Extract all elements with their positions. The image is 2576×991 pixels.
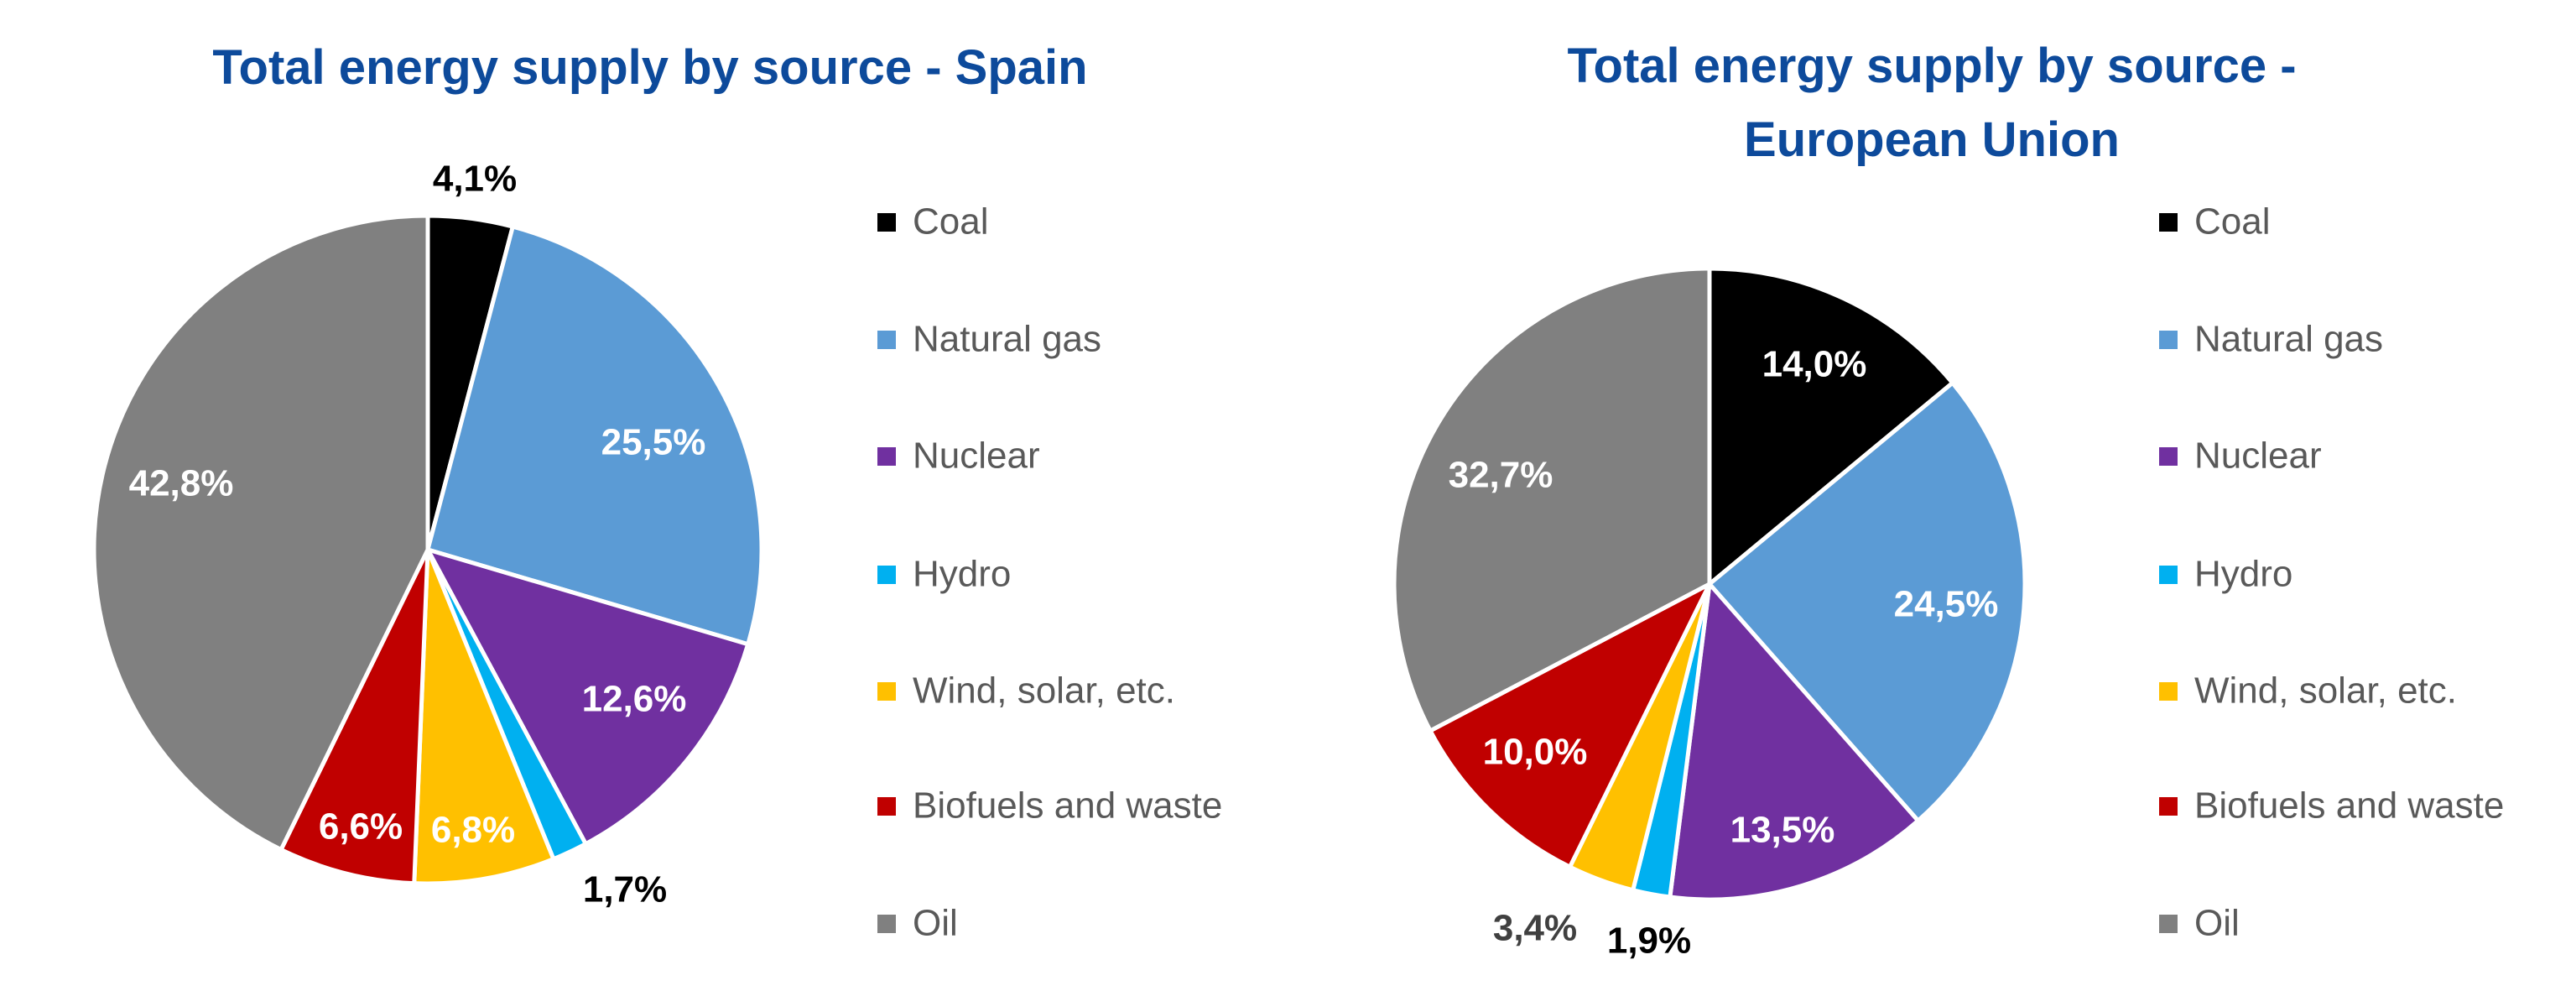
legend-item-spain: Oil: [913, 903, 958, 944]
legend-swatch: [877, 213, 896, 232]
data-label-spain: 4,1%: [433, 159, 517, 200]
pie-slice-spain-wind-solar-etc: [412, 549, 557, 886]
pie-slice-spain-biofuels-and-waste: [278, 548, 430, 886]
pie-slice-eu-nuclear: [1668, 579, 1922, 902]
legend-item-spain: Nuclear: [913, 436, 1040, 477]
legend-swatch: [877, 331, 896, 349]
data-label-eu: 3,4%: [1493, 908, 1577, 949]
data-label-eu: 1,9%: [1607, 921, 1691, 962]
legend-swatch: [877, 447, 896, 466]
data-label-eu: 13,5%: [1730, 810, 1835, 851]
data-label-eu: 32,7%: [1449, 455, 1553, 496]
pie-slice-spain-nuclear: [423, 545, 751, 848]
pie-slice-spain-natural-gas: [424, 224, 764, 647]
chart-title-eu-line1: Total energy supply by source -: [1567, 39, 2296, 93]
data-label-eu: 14,0%: [1762, 344, 1867, 385]
data-label-spain: 25,5%: [601, 422, 706, 463]
chart-title-eu-line2: European Union: [1744, 112, 2120, 167]
legend-item-eu: Nuclear: [2194, 436, 2322, 477]
legend-swatch: [877, 566, 896, 584]
data-label-spain: 6,6%: [319, 806, 403, 848]
data-label-spain: 12,6%: [582, 679, 687, 720]
legend-swatch: [877, 797, 896, 816]
legend-swatch: [2159, 213, 2178, 232]
pie-slice-eu-oil: [1392, 266, 1712, 734]
legend-item-spain: Coal: [913, 201, 989, 243]
data-label-spain: 1,7%: [583, 869, 667, 910]
chart-title-spain: Total energy supply by source - Spain: [212, 40, 1087, 95]
legend-item-eu: Oil: [2194, 903, 2240, 944]
legend-swatch: [2159, 797, 2178, 816]
legend-item-eu: Natural gas: [2194, 319, 2383, 360]
legend-swatch: [2159, 331, 2178, 349]
legend-item-spain: Biofuels and waste: [913, 785, 1222, 827]
legend-item-eu: Hydro: [2194, 554, 2292, 595]
legend-item-spain: Wind, solar, etc.: [913, 670, 1175, 712]
legend-item-eu: Coal: [2194, 201, 2271, 243]
pie-slice-eu-coal: [1707, 266, 1956, 589]
data-label-spain: 42,8%: [129, 463, 234, 504]
legend-swatch: [2159, 447, 2178, 466]
legend-swatch: [2159, 566, 2178, 584]
data-label-spain: 6,8%: [431, 810, 515, 851]
legend-swatch: [2159, 682, 2178, 701]
legend-item-eu: Biofuels and waste: [2194, 785, 2504, 827]
pie-slice-eu-natural-gas: [1706, 379, 2027, 824]
legend-swatch: [877, 915, 896, 933]
legend-swatch: [877, 682, 896, 701]
pie-slice-eu-biofuels-and-waste: [1427, 579, 1715, 870]
legend-swatch: [2159, 915, 2178, 933]
legend-item-eu: Wind, solar, etc.: [2194, 670, 2457, 712]
pie-slice-spain-oil: [91, 213, 430, 853]
legend-item-spain: Hydro: [913, 554, 1011, 595]
data-label-eu: 10,0%: [1483, 732, 1588, 773]
legend-item-spain: Natural gas: [913, 319, 1101, 360]
data-label-eu: 24,5%: [1894, 584, 1999, 625]
